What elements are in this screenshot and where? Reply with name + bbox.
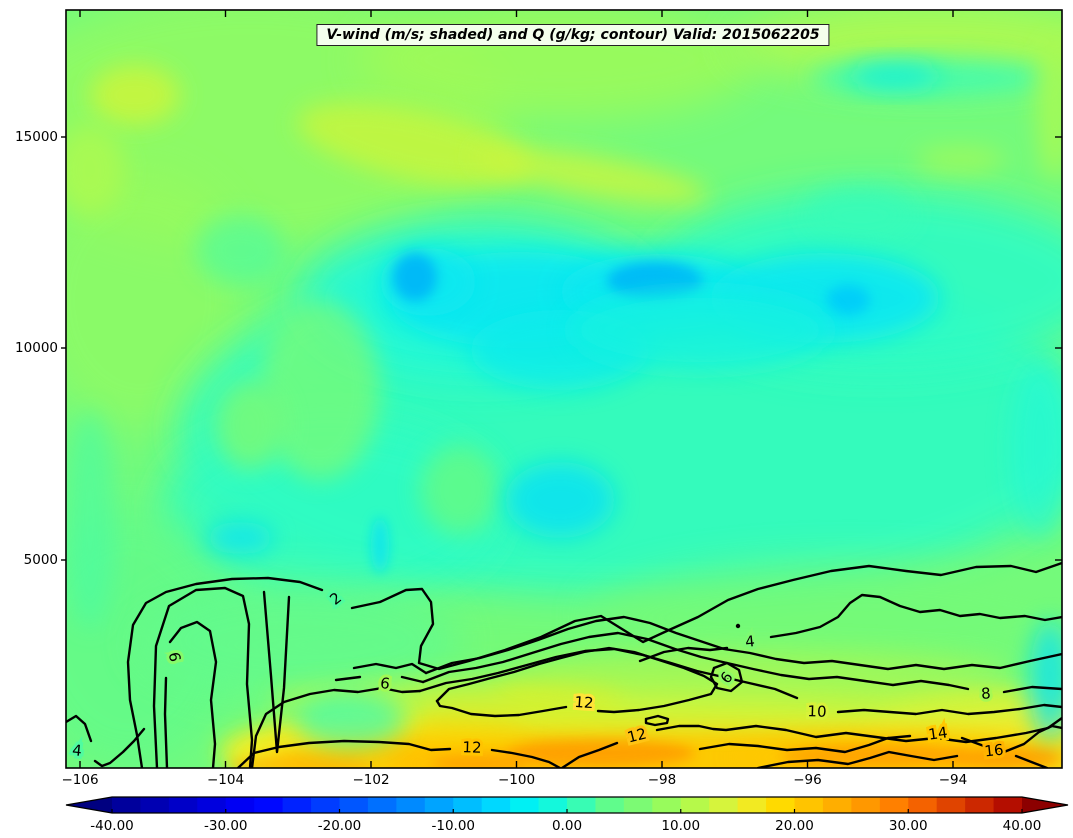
colorbar-tick-label: -40.00: [90, 818, 134, 834]
x-tick-label: −100: [497, 772, 536, 788]
contour-label-16: 16: [984, 741, 1005, 761]
colorbar: [65, 796, 1069, 814]
colorbar-tick-label: 20.00: [775, 818, 814, 834]
contour-label-12: 12: [462, 738, 482, 757]
y-tick-label: 5000: [23, 552, 58, 568]
y-tick-label: 15000: [15, 129, 58, 145]
contour-label-14: 14: [927, 723, 948, 743]
colorbar-tick-label: -10.00: [431, 818, 476, 834]
colorbar-tick-label: -20.00: [317, 818, 362, 834]
x-tick-label: −96: [793, 772, 822, 788]
contour-label-10: 10: [807, 702, 827, 721]
y-tick-label: 10000: [15, 340, 58, 356]
colorbar-tick-label: -30.00: [203, 818, 248, 834]
contour-label-4: 4: [744, 632, 755, 651]
shaded-field: [66, 10, 1062, 768]
plot-frame: [65, 9, 1063, 769]
plot-title: V-wind (m/s; shaded) and Q (g/kg; contou…: [316, 24, 830, 46]
contour-label-4: 4: [71, 741, 82, 760]
x-tick-label: −104: [206, 772, 245, 788]
colorbar-tick-label: 0.00: [551, 818, 583, 834]
x-tick-label: −98: [647, 772, 677, 788]
axis-ticks: [61, 10, 1062, 768]
colorbar-tick-label: 40.00: [1002, 818, 1042, 834]
x-tick-label: −106: [61, 772, 99, 788]
contour-label-8: 8: [981, 684, 992, 703]
colorbar-tick-label: 10.00: [661, 818, 701, 834]
contour-label-12: 12: [574, 693, 594, 712]
q-contours: [66, 561, 1062, 768]
colorbar-tick-label: 30.00: [888, 818, 928, 834]
x-tick-label: −94: [938, 772, 968, 788]
x-tick-label: −102: [352, 772, 390, 788]
